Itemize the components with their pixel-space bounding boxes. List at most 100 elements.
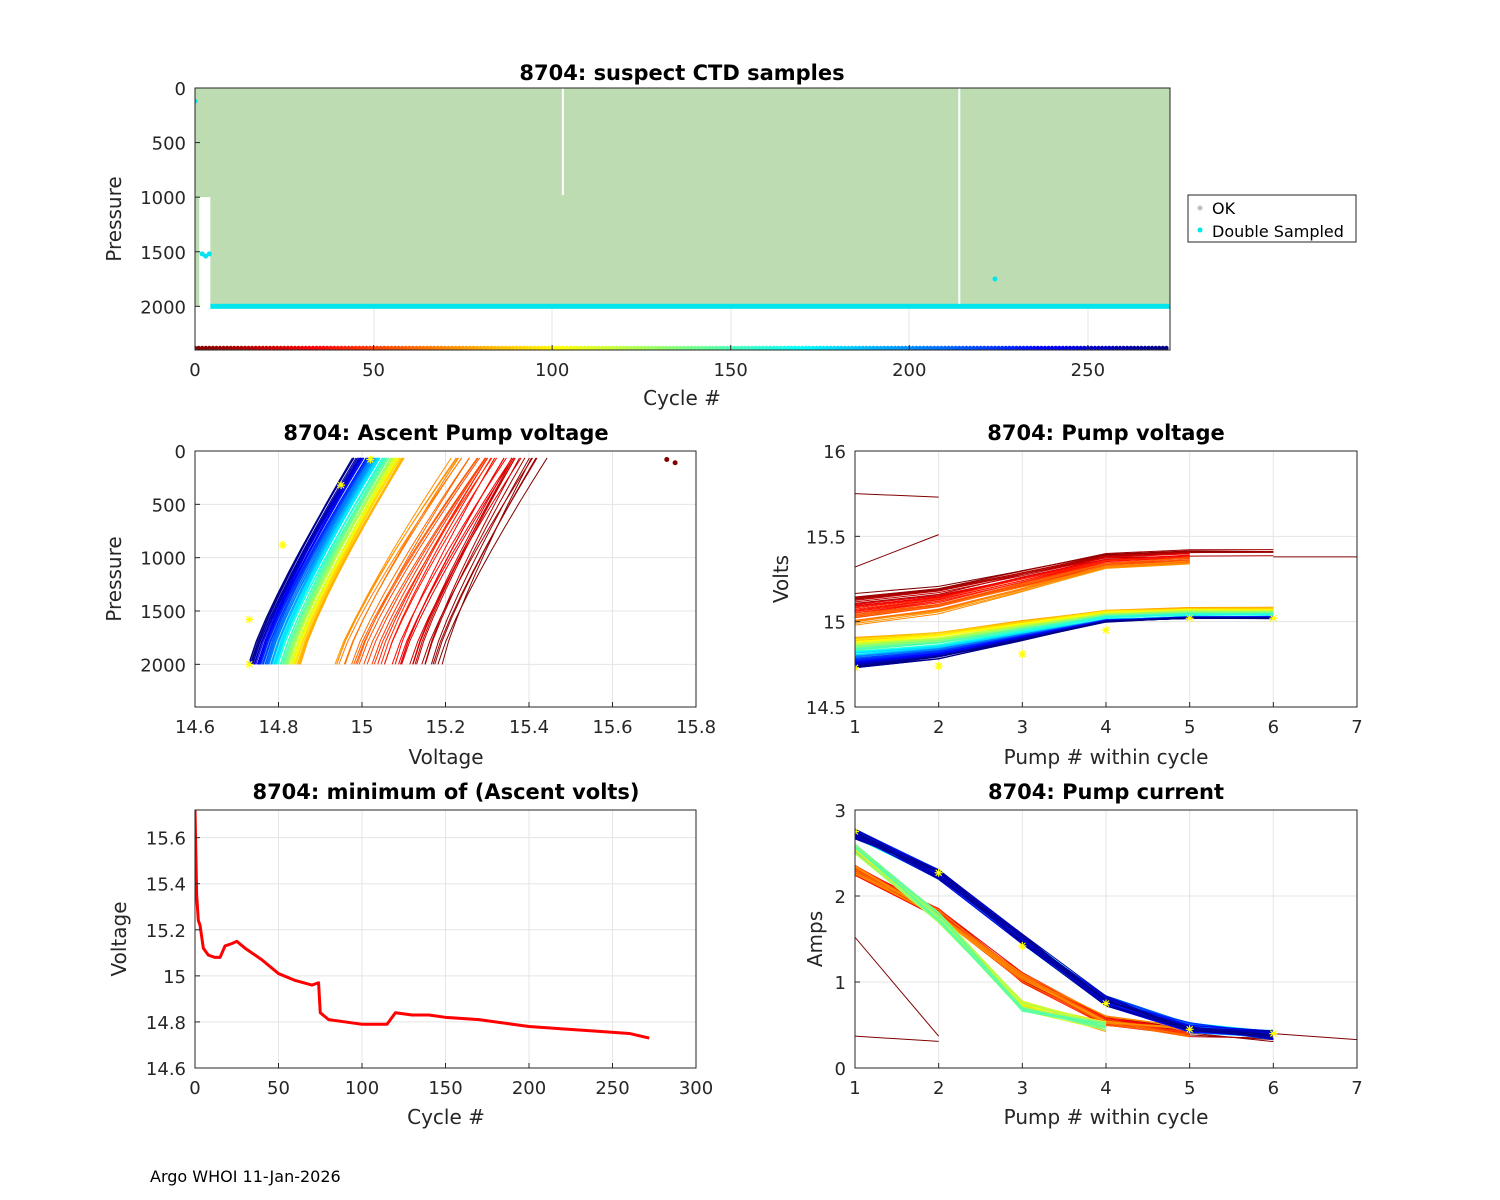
- cycle-color-marker: [1135, 345, 1141, 350]
- cycle-color-marker: [939, 345, 944, 350]
- ascent-profile-line: [254, 457, 358, 665]
- cycle-color-marker: [1128, 345, 1133, 350]
- cycle-color-marker: [1007, 345, 1012, 350]
- cycle-color-marker: [846, 345, 851, 350]
- cycle-color-marker: [1053, 345, 1058, 350]
- cycle-color-marker: [1032, 345, 1037, 350]
- cycle-color-marker: [674, 345, 680, 350]
- ctd-data-layer: [195, 88, 1170, 350]
- cycle-color-marker: [357, 345, 362, 350]
- missing-cycle-gap: [561, 88, 564, 195]
- cycle-color-marker: [889, 345, 894, 350]
- cycle-color-marker: [1124, 345, 1130, 350]
- y-tick-label: 500: [152, 134, 186, 155]
- cycle-color-marker: [989, 345, 994, 350]
- ascent-profile-line: [409, 457, 522, 665]
- ascent-highlight-marker: [337, 481, 346, 490]
- cycle-color-marker: [660, 345, 666, 350]
- y-tick-label: 2000: [140, 297, 186, 318]
- pump-voltage-x-axis-label: Pump # within cycle: [1004, 745, 1209, 769]
- ascent-profile-line: [287, 457, 393, 665]
- cycle-color-marker: [507, 345, 512, 350]
- x-tick-label: 14.6: [175, 717, 215, 738]
- ascent-profile-line: [252, 457, 357, 665]
- cycle-color-marker: [574, 345, 580, 350]
- cycle-color-marker: [421, 345, 426, 350]
- y-tick-label: 15.6: [146, 829, 186, 850]
- cycle-color-marker: [471, 345, 476, 350]
- cycle-color-marker: [282, 345, 287, 350]
- x-tick-label: 100: [535, 360, 569, 381]
- cycle-color-marker: [878, 345, 883, 350]
- cycle-color-marker: [678, 345, 683, 350]
- missing-cycle-gap: [958, 88, 961, 308]
- cycle-color-marker: [271, 345, 276, 350]
- y-tick-label: 1500: [140, 602, 186, 623]
- ascent-outlier-point: [664, 457, 670, 463]
- cycle-color-marker: [474, 345, 480, 350]
- cycle-color-marker: [667, 345, 673, 350]
- cycle-color-marker: [974, 345, 980, 350]
- pump-voltage-line: [855, 560, 1190, 622]
- cycle-color-marker: [860, 345, 866, 350]
- cycle-color-marker: [489, 345, 494, 350]
- cycle-color-marker: [992, 345, 998, 350]
- double-sampled-point: [195, 98, 198, 104]
- cycle-color-marker: [792, 345, 798, 350]
- cycle-color-marker: [446, 345, 451, 350]
- cycle-color-marker: [535, 345, 541, 350]
- cycle-color-marker: [882, 345, 887, 350]
- ascent-highlight-marker: [245, 660, 254, 669]
- cycle-color-marker: [757, 345, 762, 350]
- cycle-color-marker: [692, 345, 698, 350]
- cycle-color-marker: [392, 345, 398, 350]
- cycle-color-marker: [707, 345, 712, 350]
- cycle-color-marker: [1157, 345, 1162, 350]
- ascent-profile-line: [432, 457, 538, 665]
- ctd-x-axis-label: Cycle #: [643, 386, 721, 410]
- cycle-color-marker: [703, 345, 708, 350]
- cycle-color-marker: [235, 345, 241, 350]
- cycle-color-marker: [396, 345, 401, 350]
- y-tick-label: 1500: [140, 243, 186, 264]
- y-tick-label: 15.4: [146, 875, 186, 896]
- cycle-color-marker: [410, 345, 416, 350]
- ascent-x-axis-label: Voltage: [408, 745, 483, 769]
- cycle-color-marker: [207, 345, 212, 350]
- cycle-color-marker: [764, 345, 769, 350]
- pump-current-chart-title: 8704: Pump current: [988, 780, 1224, 804]
- y-tick-label: 15: [823, 613, 846, 634]
- cycle-color-marker: [717, 345, 723, 350]
- ascent-y-axis-label: Pressure: [102, 536, 126, 621]
- cycle-color-marker: [199, 345, 205, 350]
- cycle-color-marker: [957, 345, 962, 350]
- cycle-color-marker: [635, 345, 641, 350]
- pump-voltage-highlight-marker: [1269, 614, 1278, 623]
- y-tick-label: 15.2: [146, 921, 186, 942]
- cycle-color-marker: [539, 345, 544, 350]
- cycle-color-marker: [696, 345, 701, 350]
- pump-current-y-axis-label: Amps: [803, 911, 827, 967]
- ascent-profile-line: [297, 457, 404, 665]
- cycle-color-marker: [835, 345, 841, 350]
- cycle-color-marker: [1103, 345, 1108, 350]
- cycle-color-marker: [571, 345, 576, 350]
- y-tick-label: 3: [835, 801, 846, 822]
- cycle-color-marker: [1042, 345, 1048, 350]
- cycle-color-marker: [374, 345, 380, 350]
- double-sampled-point: [203, 253, 209, 259]
- y-tick-label: 15: [163, 967, 186, 988]
- x-tick-label: 150: [714, 360, 748, 381]
- cycle-color-marker: [367, 345, 373, 350]
- ascent-profile-line: [351, 457, 470, 665]
- y-tick-label: 0: [175, 79, 186, 100]
- x-tick-label: 250: [595, 1078, 629, 1099]
- cycle-color-marker: [924, 345, 930, 350]
- x-tick-label: 200: [892, 360, 926, 381]
- ascent-profile-line: [373, 457, 493, 665]
- cycle-color-marker: [996, 345, 1001, 350]
- y-tick-label: 14.6: [146, 1059, 186, 1080]
- ascent-profile-line: [437, 457, 548, 665]
- pump-current-line: [855, 873, 1190, 1028]
